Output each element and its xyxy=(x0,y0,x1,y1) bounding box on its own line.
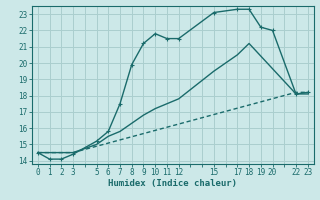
X-axis label: Humidex (Indice chaleur): Humidex (Indice chaleur) xyxy=(108,179,237,188)
